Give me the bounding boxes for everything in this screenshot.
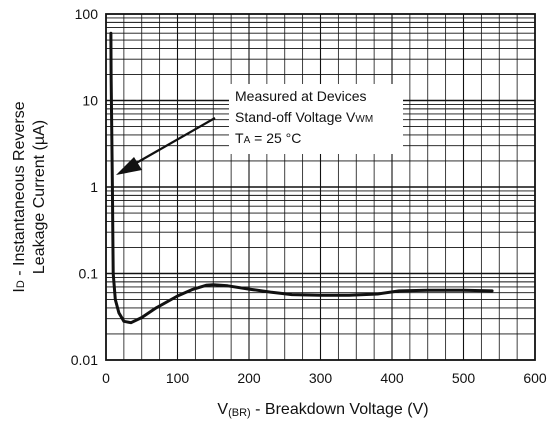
y-tick-label: 100 [75, 6, 99, 22]
annotation-box [229, 84, 403, 154]
x-tick-label: 200 [237, 370, 261, 386]
y-axis-title: ID - Instantaneous Reverse [11, 101, 28, 292]
x-tick-label: 500 [452, 370, 476, 386]
x-tick-label: 0 [102, 370, 110, 386]
data-curve [109, 31, 494, 325]
curve-layer [109, 31, 494, 325]
y-tick-label: 0.1 [79, 266, 99, 282]
annotation-line-2: Stand-off Voltage VWM [235, 109, 373, 125]
annotation-layer: Measured at Devices Stand-off Voltage VWM… [116, 84, 403, 175]
arrow-head [116, 157, 142, 175]
x-tick-label: 100 [166, 370, 190, 386]
x-tick-label: 600 [523, 370, 547, 386]
plot-frame [105, 13, 536, 361]
y-tick-label: 0.01 [71, 352, 98, 368]
x-tick-label: 400 [380, 370, 404, 386]
x-axis-title: V(BR) - Breakdown Voltage (V) [217, 401, 428, 419]
annotation-line-1: Measured at Devices [235, 88, 367, 104]
tick-labels: 0 100 200 300 400 500 600 0.01 0.1 1 10 100 [71, 6, 547, 386]
x-tick-label: 300 [309, 370, 333, 386]
arrow-shaft [130, 117, 216, 167]
y-tick-label: 10 [82, 93, 98, 109]
grid-lines [106, 14, 535, 360]
annotation-line-3: TA = 25 °C [235, 130, 301, 146]
y-tick-label: 1 [90, 179, 98, 195]
y-axis-title-line2: Leakage Current (µA) [31, 120, 48, 274]
